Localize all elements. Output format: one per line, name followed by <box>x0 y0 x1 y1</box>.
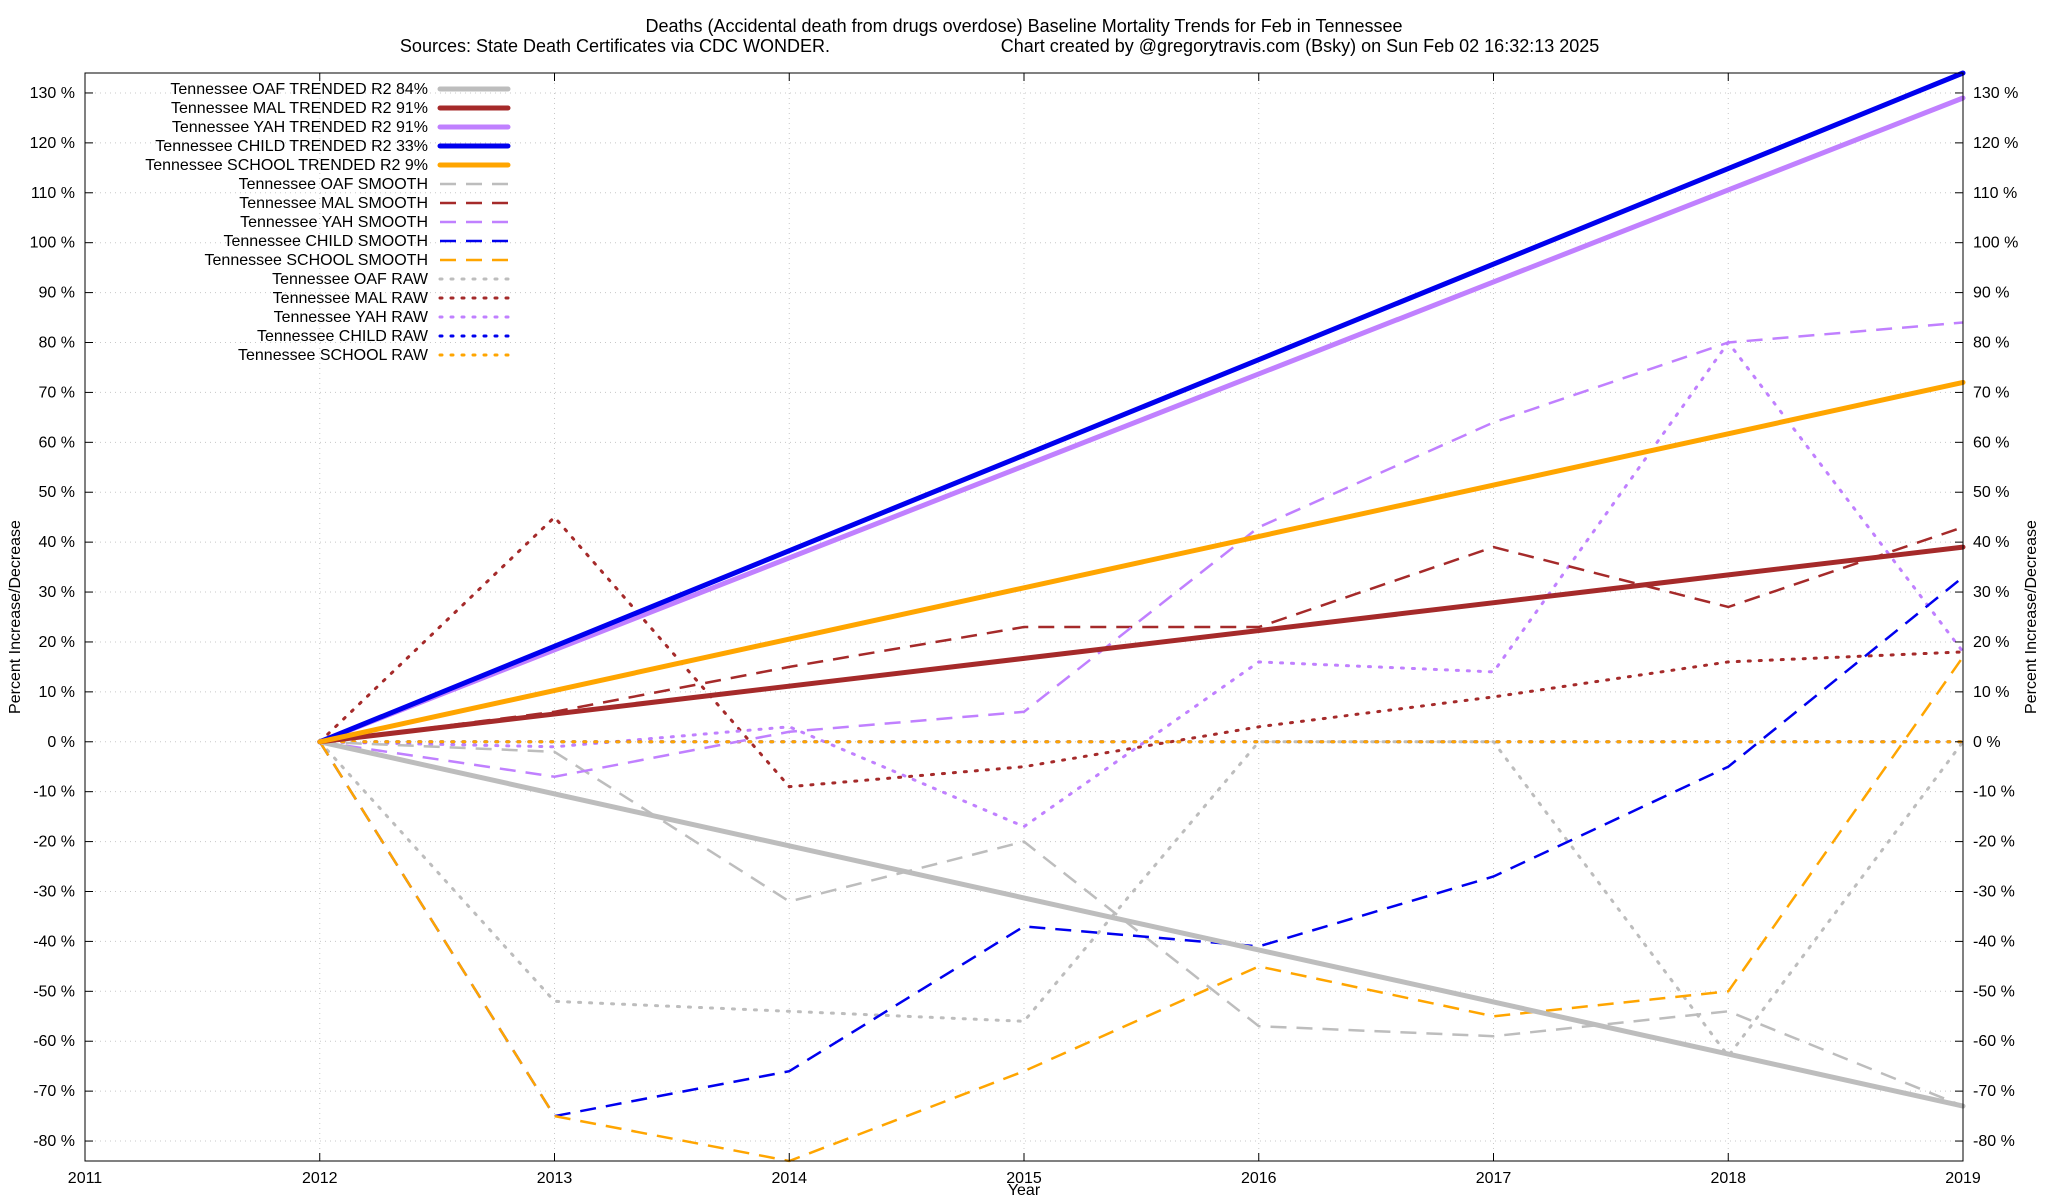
legend-label-yah-trend: Tennessee YAH TRENDED R2 91% <box>172 119 428 136</box>
legend-label-oaf-smooth: Tennessee OAF SMOOTH <box>239 176 428 193</box>
y-tick-label-right: -60 % <box>1973 1033 2015 1050</box>
y-axis-label-left: Percent Increase/Decrease <box>7 520 24 714</box>
series-line-yah-trend <box>317 95 1966 745</box>
y-tick-label-right: -40 % <box>1973 933 2015 950</box>
y-tick-label-right: 130 % <box>1973 85 2018 102</box>
x-tick-label: 2017 <box>1476 1170 1512 1187</box>
legend-label-school-trend: Tennessee SCHOOL TRENDED R2 9% <box>145 157 428 174</box>
series-line-mal-raw <box>318 515 1965 789</box>
series-line-oaf-trend <box>317 739 1966 1109</box>
legend-label-mal-smooth: Tennessee MAL SMOOTH <box>239 195 428 212</box>
y-tick-label-left: 0 % <box>47 734 75 751</box>
legend-label-oaf-raw: Tennessee OAF RAW <box>272 271 429 288</box>
grid <box>84 73 1964 1161</box>
legend-label-school-raw: Tennessee SCHOOL RAW <box>238 347 429 364</box>
y-tick-label-left: 70 % <box>39 384 75 401</box>
chart-subtitle-right: Chart created by @gregorytravis.com (Bsk… <box>1001 36 1600 56</box>
y-tick-label-right: 70 % <box>1973 384 2009 401</box>
y-tick-label-left: 120 % <box>30 135 75 152</box>
y-tick-label-left: -20 % <box>33 834 75 851</box>
x-tick-label: 2013 <box>537 1170 573 1187</box>
series-line-school-smooth <box>318 656 1965 1163</box>
chart-title: Deaths (Accidental death from drugs over… <box>645 16 1402 36</box>
y-tick-label-right: 20 % <box>1973 634 2009 651</box>
y-tick-label-left: -50 % <box>33 983 75 1000</box>
legend-label-mal-raw: Tennessee MAL RAW <box>273 290 429 307</box>
x-tick-label: 2012 <box>302 1170 338 1187</box>
y-tick-label-right: -50 % <box>1973 983 2015 1000</box>
y-tick-label-right: 40 % <box>1973 534 2009 551</box>
y-tick-label-right: 0 % <box>1973 734 2001 751</box>
y-tick-label-right: 120 % <box>1973 135 2018 152</box>
series-line-oaf-smooth <box>319 740 1964 1108</box>
series-line-child-smooth <box>318 576 1964 1118</box>
series-line-yah-smooth <box>319 321 1964 778</box>
series-line-yah-raw <box>318 339 1965 829</box>
y-tick-label-right: 10 % <box>1973 684 2009 701</box>
y-tick-label-left: 110 % <box>31 185 75 202</box>
y-tick-label-left: 20 % <box>39 634 75 651</box>
y-tick-label-right: -70 % <box>1973 1083 2015 1100</box>
y-tick-label-right: 110 % <box>1973 185 2017 202</box>
x-tick-label: 2018 <box>1710 1170 1746 1187</box>
legend-label-child-raw: Tennessee CHILD RAW <box>257 328 429 345</box>
legend-label-yah-raw: Tennessee YAH RAW <box>274 309 429 326</box>
y-tick-label-right: -30 % <box>1973 883 2015 900</box>
legend-label-school-smooth: Tennessee SCHOOL SMOOTH <box>205 252 428 269</box>
series-line-child-trend <box>317 70 1966 745</box>
y-axis-label-right: Percent Increase/Decrease <box>2023 520 2040 714</box>
y-tick-label-right: -10 % <box>1973 784 2015 801</box>
legend-label-yah-smooth: Tennessee YAH SMOOTH <box>240 214 428 231</box>
y-tick-label-left: -60 % <box>33 1033 75 1050</box>
series-line-school-trend <box>317 379 1966 745</box>
y-tick-label-left: 50 % <box>39 484 75 501</box>
y-tick-label-left: 60 % <box>39 434 75 451</box>
legend-label-mal-trend: Tennessee MAL TRENDED R2 91% <box>171 100 428 117</box>
y-tick-label-left: -40 % <box>33 933 75 950</box>
legend: Tennessee OAF TRENDED R2 84% Tennessee MA… <box>145 81 511 364</box>
y-tick-label-right: 60 % <box>1973 434 2009 451</box>
y-tick-label-left: -30 % <box>33 883 75 900</box>
series-line-oaf-raw <box>318 740 1965 1059</box>
y-tick-label-right: 90 % <box>1973 285 2009 302</box>
y-tick-label-left: -80 % <box>33 1133 75 1150</box>
y-tick-label-left: 40 % <box>39 534 75 551</box>
y-tick-label-left: -70 % <box>33 1083 75 1100</box>
y-tick-label-right: 50 % <box>1973 484 2009 501</box>
y-tick-label-left: 10 % <box>39 684 75 701</box>
y-tick-label-left: 90 % <box>39 285 75 302</box>
y-tick-label-right: -80 % <box>1973 1133 2015 1150</box>
y-tick-label-left: 30 % <box>39 584 75 601</box>
y-tick-label-left: 80 % <box>39 335 75 352</box>
x-tick-label: 2014 <box>771 1170 807 1187</box>
y-tick-label-left: 130 % <box>30 85 75 102</box>
y-tick-label-right: -20 % <box>1973 834 2015 851</box>
x-tick-label: 2011 <box>68 1170 103 1187</box>
legend-label-child-trend: Tennessee CHILD TRENDED R2 33% <box>155 138 428 155</box>
y-tick-label-right: 100 % <box>1973 235 2018 252</box>
series-line-mal-trend <box>317 544 1966 745</box>
y-tick-label-left: 100 % <box>30 235 75 252</box>
x-tick-label: 2016 <box>1241 1170 1277 1187</box>
x-tick-label: 2015 <box>1006 1170 1042 1187</box>
legend-label-oaf-trend: Tennessee OAF TRENDED R2 84% <box>170 81 428 98</box>
y-tick-label-right: 30 % <box>1973 584 2009 601</box>
legend-label-child-smooth: Tennessee CHILD SMOOTH <box>223 233 428 250</box>
y-tick-label-left: -10 % <box>33 784 75 801</box>
x-axis-label: Year <box>1008 1182 1041 1199</box>
plot-area <box>317 70 1966 1163</box>
y-tick-label-right: 80 % <box>1973 335 2009 352</box>
x-tick-label: 2019 <box>1945 1170 1981 1187</box>
axes: 2011 2012 2013 2014 2015 2016 2017 2018 2019 -80 … <box>30 73 2018 1187</box>
chart-subtitle-left: Sources: State Death Certificates via CD… <box>400 36 830 56</box>
